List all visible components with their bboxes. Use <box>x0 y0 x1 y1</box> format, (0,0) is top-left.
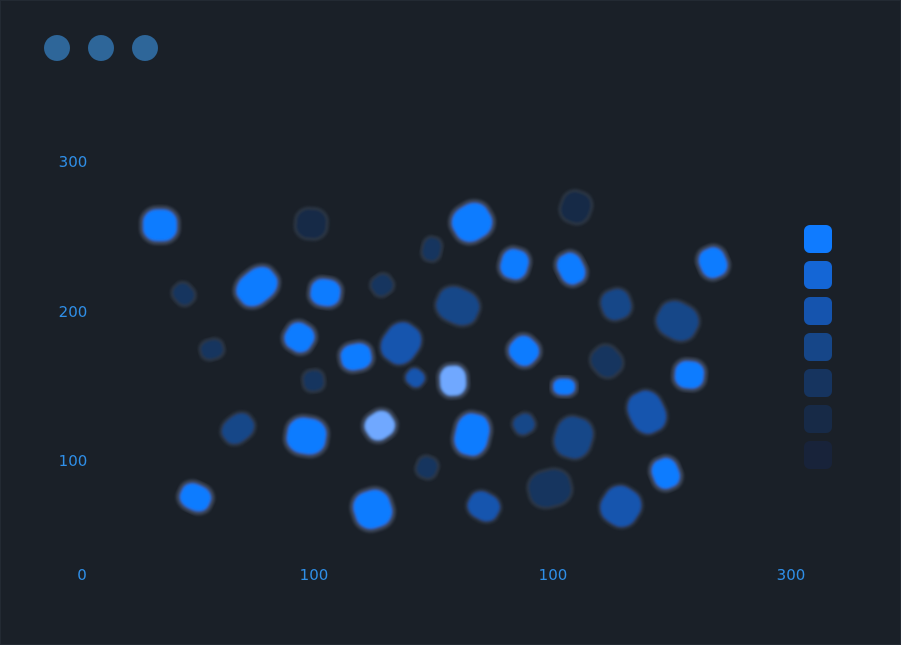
data-point <box>549 374 579 399</box>
data-point <box>653 298 702 344</box>
data-point <box>450 409 494 460</box>
legend-swatch[interactable] <box>804 225 832 253</box>
y-tick-label: 300 <box>58 153 88 171</box>
data-point <box>403 365 428 390</box>
data-point <box>671 357 708 393</box>
data-point <box>695 243 732 282</box>
data-point <box>526 467 574 510</box>
data-point <box>280 318 319 357</box>
data-point <box>419 235 444 264</box>
data-point <box>436 361 470 400</box>
data-point <box>597 483 644 530</box>
window-control-dot[interactable] <box>88 35 114 61</box>
data-point <box>198 337 226 362</box>
data-point <box>139 205 181 245</box>
data-point <box>232 263 282 310</box>
data-point <box>496 245 533 283</box>
data-point <box>598 286 634 323</box>
data-point <box>300 367 327 394</box>
x-tick-label: 100 <box>538 566 568 584</box>
data-point <box>553 249 589 289</box>
data-point <box>433 284 482 328</box>
data-point <box>176 479 215 516</box>
legend-swatch[interactable] <box>804 369 832 397</box>
window-control-dot[interactable] <box>44 35 70 61</box>
data-point <box>624 388 669 437</box>
data-point <box>378 319 424 367</box>
x-tick-label: 100 <box>299 566 329 584</box>
legend-swatch[interactable] <box>804 441 832 469</box>
data-point <box>510 411 538 438</box>
data-point <box>588 342 625 380</box>
data-point <box>336 339 376 375</box>
data-point <box>505 332 543 370</box>
data-point <box>306 275 345 310</box>
window-control-dot[interactable] <box>132 35 158 61</box>
data-point <box>558 189 594 226</box>
data-point <box>414 454 441 481</box>
legend-swatch[interactable] <box>804 333 832 361</box>
x-tick-label: 0 <box>77 566 87 584</box>
data-point <box>647 454 684 493</box>
data-point <box>170 280 197 308</box>
data-point <box>349 486 396 533</box>
data-point <box>293 206 329 241</box>
data-point <box>368 271 396 299</box>
y-tick-label: 200 <box>58 303 88 321</box>
legend-swatch[interactable] <box>804 297 832 325</box>
data-point <box>551 414 596 462</box>
legend-swatch[interactable] <box>804 405 832 433</box>
data-point <box>219 410 257 447</box>
data-point <box>448 199 496 246</box>
legend-swatch[interactable] <box>804 261 832 289</box>
data-point <box>282 413 331 459</box>
data-point <box>465 488 503 524</box>
x-tick-label: 300 <box>776 566 806 584</box>
data-point <box>360 407 399 445</box>
y-tick-label: 100 <box>58 452 88 470</box>
